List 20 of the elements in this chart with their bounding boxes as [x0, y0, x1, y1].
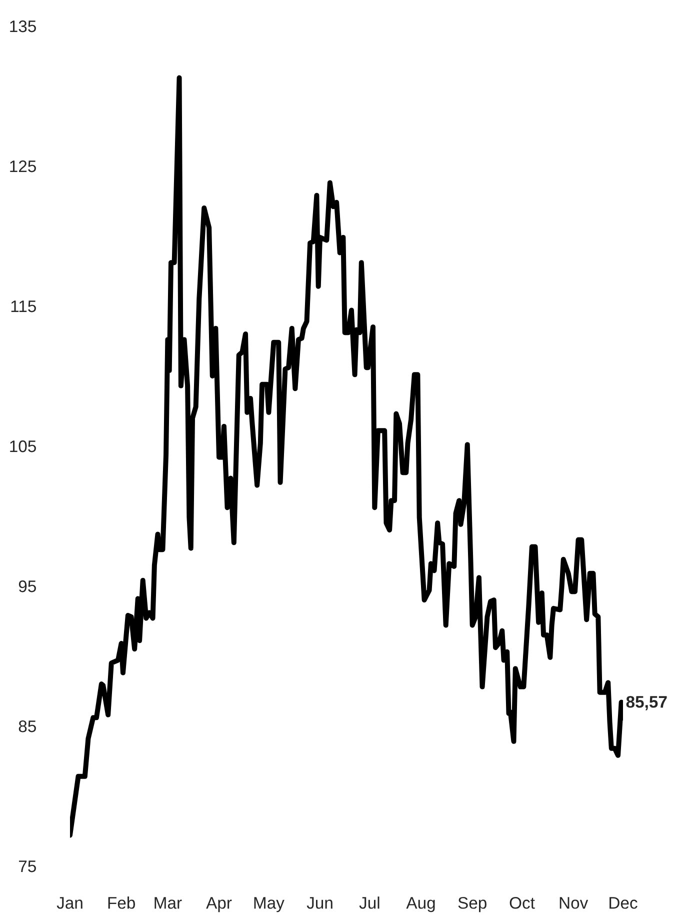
x-tick-label: Jan	[56, 897, 82, 909]
y-tick-label: 95	[18, 580, 36, 592]
x-tick-label: Oct	[510, 896, 535, 909]
y-tick-label: 135	[10, 20, 36, 32]
y-tick-label: 105	[10, 440, 36, 452]
x-tick-label: Sep	[458, 896, 486, 912]
y-tick-label: 115	[11, 300, 36, 312]
x-tick-label: Apr	[206, 897, 232, 912]
y-tick-label: 85	[18, 720, 36, 732]
x-tick-label: Jun	[306, 897, 332, 909]
x-tick-label: Jul	[359, 896, 380, 909]
x-tick-label: Mar	[154, 897, 182, 909]
x-tick-label: Dec	[610, 897, 638, 909]
x-tick-label: May	[254, 897, 284, 912]
y-tick-label: 125	[10, 160, 36, 172]
x-tick-label: Nov	[560, 897, 588, 909]
x-tick-label: Feb	[108, 896, 135, 909]
annotation: 85,57	[626, 696, 667, 710]
y-tick-label: 75	[18, 860, 36, 872]
x-tick-label: Aug	[406, 897, 435, 912]
